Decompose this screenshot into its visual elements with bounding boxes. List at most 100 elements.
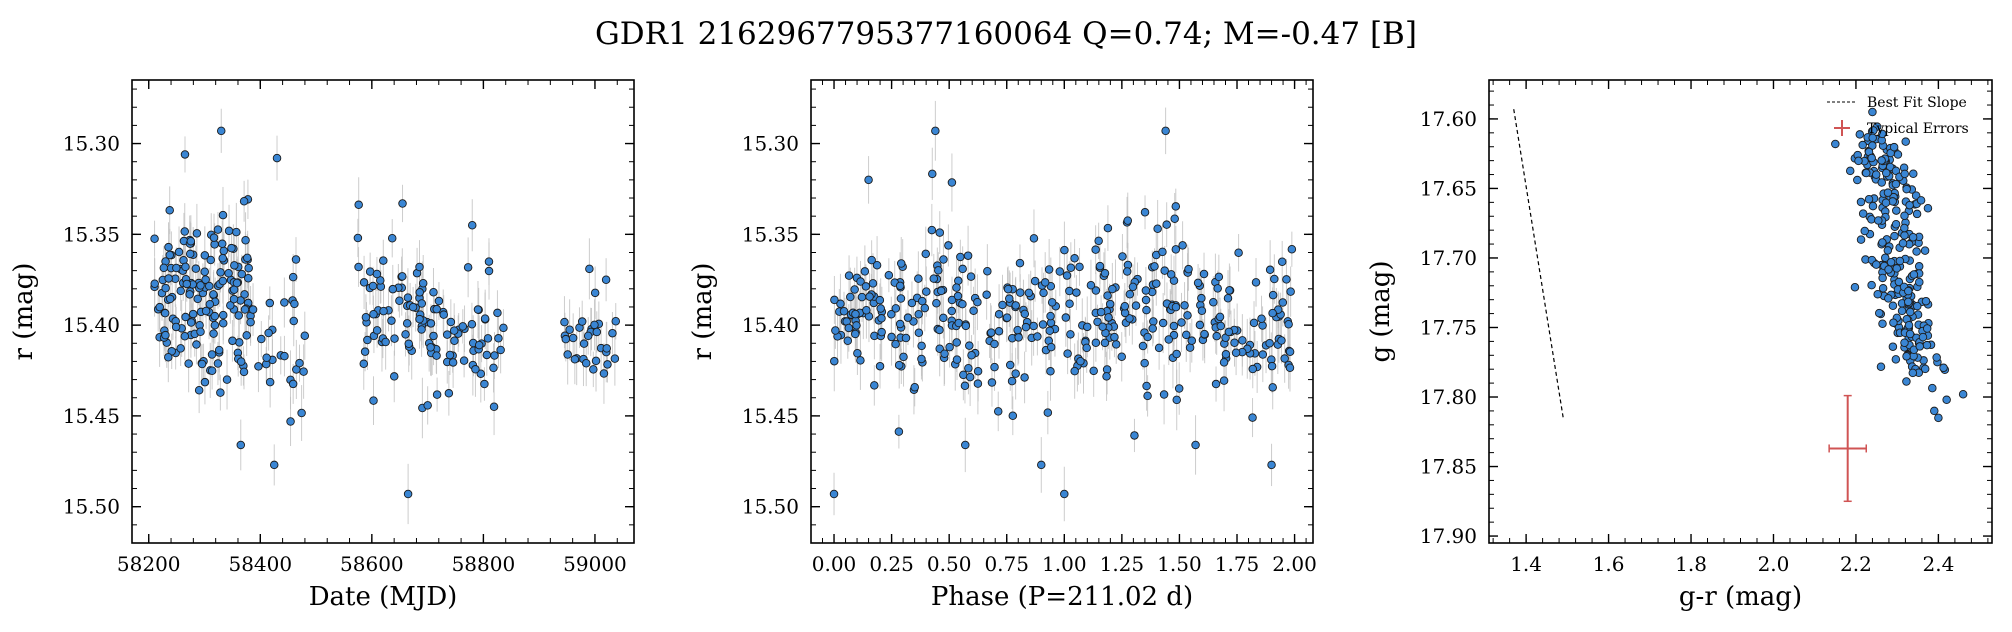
data-point — [1140, 358, 1149, 368]
data-point — [388, 284, 398, 294]
data-point — [232, 227, 241, 237]
data-point — [459, 356, 469, 365]
data-point — [1868, 107, 1877, 117]
data-point — [851, 309, 860, 319]
data-point — [489, 363, 498, 373]
data-point — [875, 361, 885, 371]
data-point — [1161, 126, 1170, 136]
data-point — [585, 264, 594, 274]
data-point — [579, 339, 589, 348]
data-point — [1103, 291, 1112, 300]
data-point — [914, 310, 923, 319]
data-point — [1856, 235, 1866, 244]
data-point — [209, 290, 218, 299]
data-point — [191, 264, 201, 273]
data-point — [1920, 364, 1930, 374]
data-point — [1046, 342, 1056, 352]
data-point — [1060, 489, 1069, 499]
data-point — [164, 274, 173, 283]
data-point — [876, 304, 885, 313]
data-point — [226, 301, 235, 310]
best-fit-slope-line — [1513, 109, 1564, 418]
data-point — [1287, 244, 1297, 254]
data-point — [210, 311, 220, 321]
data-point — [1098, 322, 1107, 331]
data-point — [193, 294, 202, 304]
data-point — [1874, 216, 1883, 225]
data-point — [1164, 335, 1174, 344]
data-point — [186, 236, 196, 246]
data-point — [934, 266, 943, 275]
data-point — [958, 299, 967, 309]
data-point — [1061, 313, 1071, 322]
data-point — [1905, 329, 1915, 339]
data-point — [945, 342, 954, 352]
data-point — [1003, 284, 1013, 294]
data-point — [1152, 279, 1161, 288]
data-point — [1860, 226, 1869, 236]
data-point — [150, 279, 159, 289]
data-point — [920, 303, 930, 313]
data-point — [161, 283, 170, 293]
data-point — [200, 377, 210, 387]
data-point — [953, 291, 963, 301]
data-point — [299, 367, 308, 376]
data-point — [222, 375, 232, 384]
data-point — [1922, 340, 1932, 350]
data-point — [861, 282, 871, 291]
data-point — [857, 292, 867, 302]
data-point — [207, 366, 217, 375]
data-point — [1282, 275, 1291, 284]
data-point — [244, 263, 253, 273]
data-point — [1158, 247, 1167, 257]
data-point — [1153, 224, 1162, 234]
data-point — [1248, 364, 1258, 374]
data-point — [1886, 257, 1896, 267]
data-point — [483, 334, 493, 343]
data-point — [887, 332, 896, 342]
data-point — [1268, 290, 1278, 300]
data-point — [240, 290, 249, 299]
data-point — [917, 354, 926, 364]
data-point — [1212, 331, 1221, 341]
data-point — [165, 294, 175, 304]
data-point — [860, 267, 870, 276]
data-point — [280, 351, 289, 361]
data-point — [186, 318, 196, 327]
data-point — [450, 336, 459, 346]
x-tick-label: 1.8 — [1675, 552, 1707, 576]
data-point — [1219, 358, 1229, 367]
data-point — [1891, 179, 1901, 189]
data-point — [1095, 261, 1105, 271]
data-point — [188, 309, 198, 319]
data-point — [161, 330, 170, 340]
data-point — [1094, 236, 1103, 246]
x-tick-label: 0.00 — [812, 552, 857, 576]
data-point — [903, 313, 913, 322]
data-point — [1912, 247, 1921, 256]
data-point — [1867, 280, 1876, 290]
data-point — [473, 305, 483, 314]
data-point — [159, 263, 169, 273]
data-point — [986, 328, 996, 337]
data-point — [353, 233, 363, 243]
data-point — [935, 325, 944, 335]
data-point — [1200, 329, 1209, 339]
data-point — [272, 153, 282, 163]
y-tick-label: 17.60 — [1420, 107, 1477, 131]
data-point — [960, 381, 970, 391]
data-point — [239, 197, 249, 206]
data-point — [895, 281, 905, 291]
data-point — [1900, 231, 1909, 240]
data-point — [852, 321, 861, 330]
data-point — [590, 320, 599, 330]
data-point — [1883, 246, 1893, 255]
data-point — [219, 246, 229, 256]
data-point — [1093, 317, 1102, 327]
y-tick-label: 17.80 — [1420, 385, 1477, 409]
data-point — [496, 345, 505, 355]
y-tick-label: 17.75 — [1420, 315, 1477, 339]
data-point — [1932, 353, 1941, 362]
data-point — [467, 320, 477, 329]
data-point — [994, 310, 1004, 319]
